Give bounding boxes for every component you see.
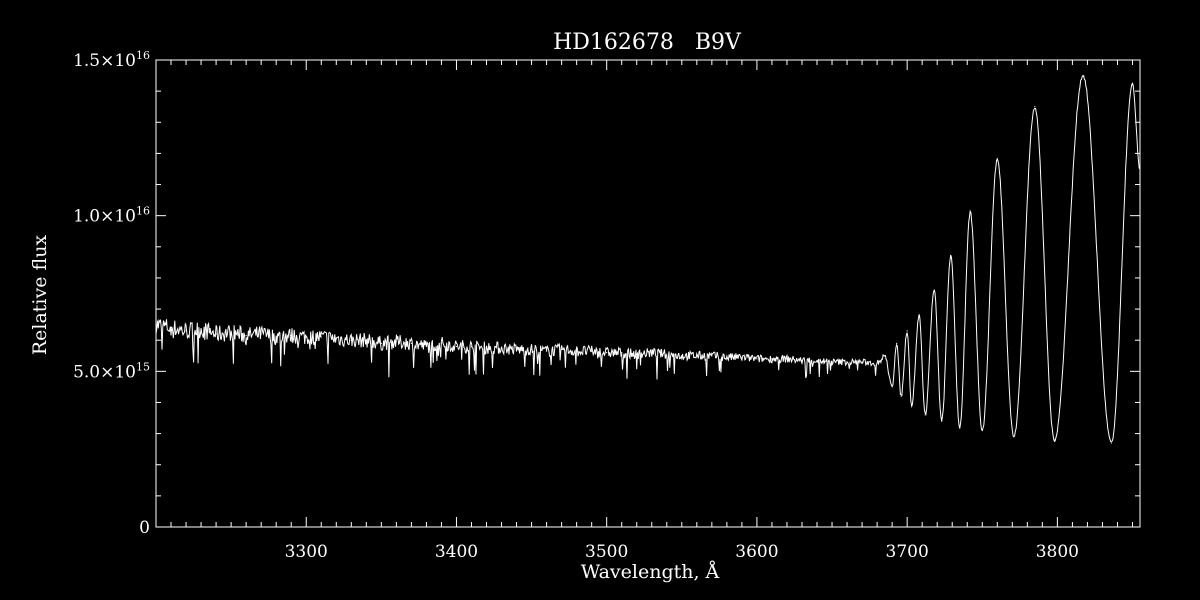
- data-point: [950, 255, 952, 257]
- series-group: [155, 74, 1141, 444]
- data-point: [260, 333, 262, 335]
- y-tick-label: 1.0×1016: [73, 205, 150, 227]
- x-tick-label: 3700: [886, 542, 929, 562]
- data-point: [440, 342, 443, 344]
- y-tick-label: 0: [139, 518, 150, 538]
- data-point: [1013, 436, 1015, 438]
- x-tick-label: 3600: [735, 542, 778, 562]
- data-point: [786, 358, 788, 360]
- data-point: [275, 336, 277, 338]
- data-point: [200, 328, 202, 330]
- data-point: [933, 289, 935, 291]
- data-point: [696, 355, 698, 357]
- data-point: [350, 339, 352, 341]
- data-point: [380, 342, 382, 344]
- axes: [155, 59, 1141, 528]
- data-point: [846, 361, 848, 363]
- data-point: [410, 342, 412, 344]
- tick-labels: 3300 3400 3500 3600 3700 3800 0 5.0×1015 1.0×101…: [73, 49, 1079, 562]
- data-point: [230, 331, 232, 334]
- chart-title: HD162678 B9V: [553, 30, 742, 55]
- data-point: [425, 345, 428, 348]
- data-point: [651, 352, 653, 354]
- data-point: [515, 348, 518, 351]
- data-point: [771, 358, 773, 360]
- data-point: [470, 345, 473, 348]
- data-point: [545, 350, 548, 352]
- data-point: [1082, 74, 1084, 77]
- data-point: [1139, 168, 1141, 170]
- data-point: [891, 386, 893, 388]
- data-point: [861, 361, 863, 363]
- data-point: [395, 341, 397, 343]
- data-point: [900, 395, 902, 397]
- data-point: [681, 355, 683, 357]
- data-point: [621, 352, 623, 354]
- data-point: [305, 336, 307, 338]
- data-point: [215, 333, 217, 335]
- data-point: [918, 314, 920, 316]
- data-point: [816, 359, 818, 362]
- data-point: [530, 348, 533, 351]
- data-point: [711, 355, 713, 357]
- data-point: [1131, 84, 1134, 86]
- data-point: [561, 348, 563, 351]
- data-point: [365, 339, 367, 341]
- data-point: [911, 404, 913, 407]
- data-point: [996, 159, 998, 161]
- x-axis-label: Wavelength, Å: [581, 561, 720, 583]
- data-point: [906, 330, 908, 332]
- data-point: [884, 355, 886, 357]
- data-point: [741, 356, 743, 358]
- x-tick-label: 3800: [1036, 542, 1079, 562]
- data-point: [636, 353, 638, 355]
- y-axis-label: Relative flux: [29, 235, 51, 356]
- y-tick-label: 5.0×1015: [73, 360, 150, 382]
- x-tick-label: 3500: [585, 542, 628, 562]
- x-tick-label: 3300: [285, 542, 328, 562]
- data-point: [1110, 442, 1113, 444]
- tick-marks: [156, 60, 1140, 527]
- data-point: [320, 336, 322, 338]
- data-point: [756, 358, 758, 360]
- data-point: [500, 347, 503, 349]
- x-tick-label: 3400: [435, 542, 478, 562]
- data-point: [1034, 106, 1036, 108]
- data-point: [896, 342, 898, 344]
- data-point: [170, 327, 172, 329]
- data-point: [485, 347, 488, 349]
- data-point: [155, 324, 157, 326]
- y-tick-label: 1.5×1016: [73, 49, 150, 71]
- data-point: [941, 420, 943, 422]
- data-point: [290, 334, 292, 337]
- data-point: [245, 334, 247, 337]
- data-point: [576, 350, 578, 352]
- data-point: [455, 345, 458, 348]
- plot-frame: [155, 59, 1141, 528]
- data-point: [924, 414, 926, 416]
- data-point: [1053, 439, 1055, 441]
- data-point: [606, 352, 608, 354]
- data-point: [876, 362, 878, 365]
- data-point: [335, 338, 337, 340]
- data-point: [969, 211, 971, 214]
- data-point: [666, 353, 668, 355]
- data-point: [831, 361, 833, 363]
- data-point: [185, 330, 187, 332]
- data-point: [981, 429, 983, 432]
- data-point: [801, 359, 803, 362]
- spectrum-series-line: [155, 74, 1141, 443]
- data-point: [959, 426, 961, 428]
- data-point: [726, 356, 728, 358]
- data-point: [591, 350, 593, 352]
